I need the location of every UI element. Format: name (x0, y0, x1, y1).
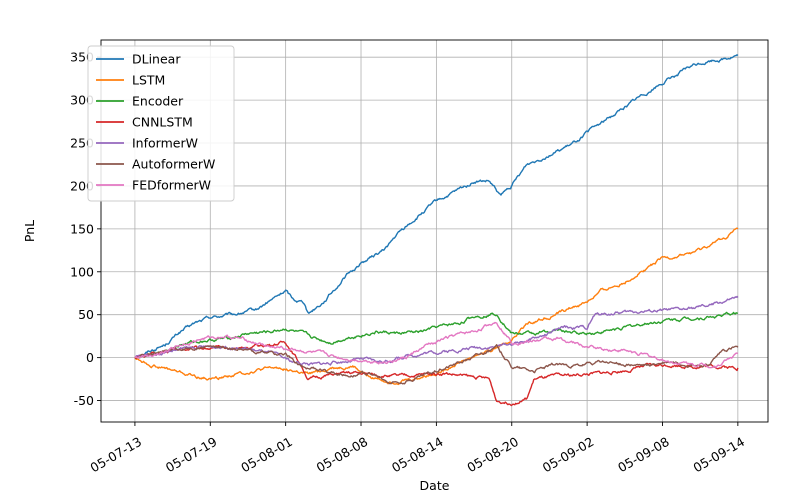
series-line-fedformerw (134, 321, 738, 369)
legend: DLinear LSTM Encoder CNNLSTM InformerW Autofo… (87, 45, 235, 202)
series-line-dlinear (134, 54, 739, 360)
legend-label: Encoder (132, 94, 184, 109)
y-tick-label: 50 (78, 307, 94, 322)
legend-box (87, 45, 235, 202)
legend-label: DLinear (132, 52, 181, 67)
y-tick-label: 150 (70, 221, 94, 236)
legend-label: CNNLSTM (132, 115, 193, 130)
legend-label: FEDformerW (132, 178, 211, 193)
legend-label: LSTM (132, 73, 165, 88)
plot-frame (100, 39, 769, 423)
y-tick-label: -50 (74, 393, 94, 408)
series-line-autoformerw (134, 344, 739, 385)
y-tick-label: 0 (86, 350, 94, 365)
x-axis-label: Date (420, 478, 450, 493)
legend-label: InformerW (132, 136, 198, 151)
series-lines (134, 54, 739, 407)
y-axis-label: PnL (22, 220, 37, 242)
y-tick-label: 100 (70, 264, 94, 279)
legend-label: AutoformerW (132, 157, 215, 172)
